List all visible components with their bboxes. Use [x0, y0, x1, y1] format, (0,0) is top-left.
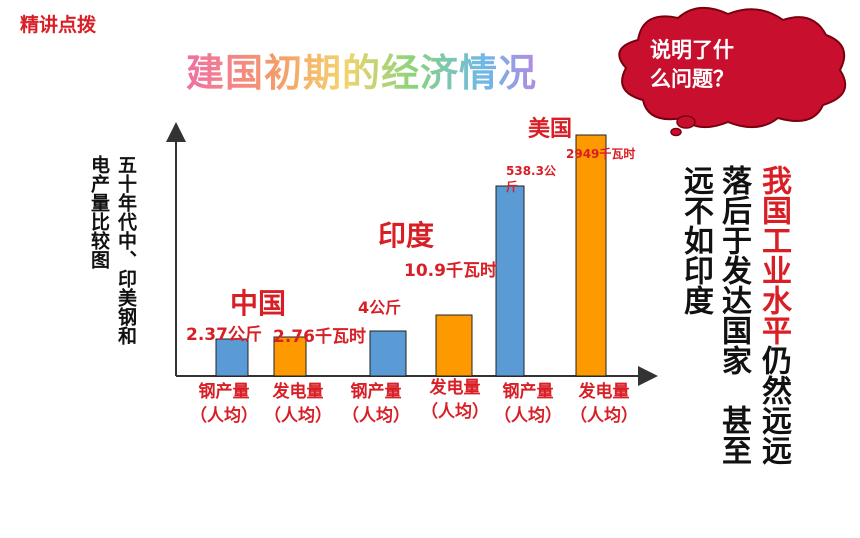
chart-side-label: 五十年代中、印美钢和电产量比较图: [88, 155, 137, 345]
value-label: 4公斤: [358, 298, 402, 317]
value-label: 2.37公斤: [186, 325, 262, 345]
bubble-line-2: 么问题？: [650, 67, 734, 91]
x-label: 钢产量 （人均）: [190, 382, 258, 426]
conclusion-col-2: 落后于发达国家甚至: [716, 165, 751, 465]
value-label: 2.76千瓦时: [273, 327, 366, 347]
bar-power: [575, 134, 607, 377]
section-tag: 精讲点拨: [20, 14, 97, 36]
x-label: 钢产量 （人均）: [494, 382, 562, 426]
bar-steel: [369, 330, 407, 377]
bubble-line-1: 说明了什: [650, 38, 734, 62]
country-label-china: 中国: [230, 287, 287, 320]
bar-power: [435, 314, 473, 377]
value-label: 10.9千瓦时: [404, 261, 497, 281]
x-label: 发电量 （人均）: [570, 382, 638, 426]
value-label: 538.3公斤: [506, 164, 556, 194]
page-title: 建国初期的经济情况: [186, 42, 537, 97]
value-label: 2949千瓦时: [566, 147, 636, 161]
country-label-usa: 美国: [528, 117, 573, 142]
bar-steel: [215, 338, 249, 377]
country-label-india: 印度: [378, 219, 435, 252]
conclusion-col-1: 远不如印度: [678, 165, 713, 315]
bar-steel: [495, 185, 525, 377]
conclusion-col-3: 我国工业水平仍然远远: [756, 165, 791, 465]
bar-power: [273, 336, 307, 377]
x-label: 发电量 （人均）: [421, 378, 489, 422]
speech-bubble: 说明了什 么问题？: [618, 7, 847, 137]
x-label: 钢产量 （人均）: [342, 382, 410, 426]
x-label: 发电量 （人均）: [264, 382, 332, 426]
